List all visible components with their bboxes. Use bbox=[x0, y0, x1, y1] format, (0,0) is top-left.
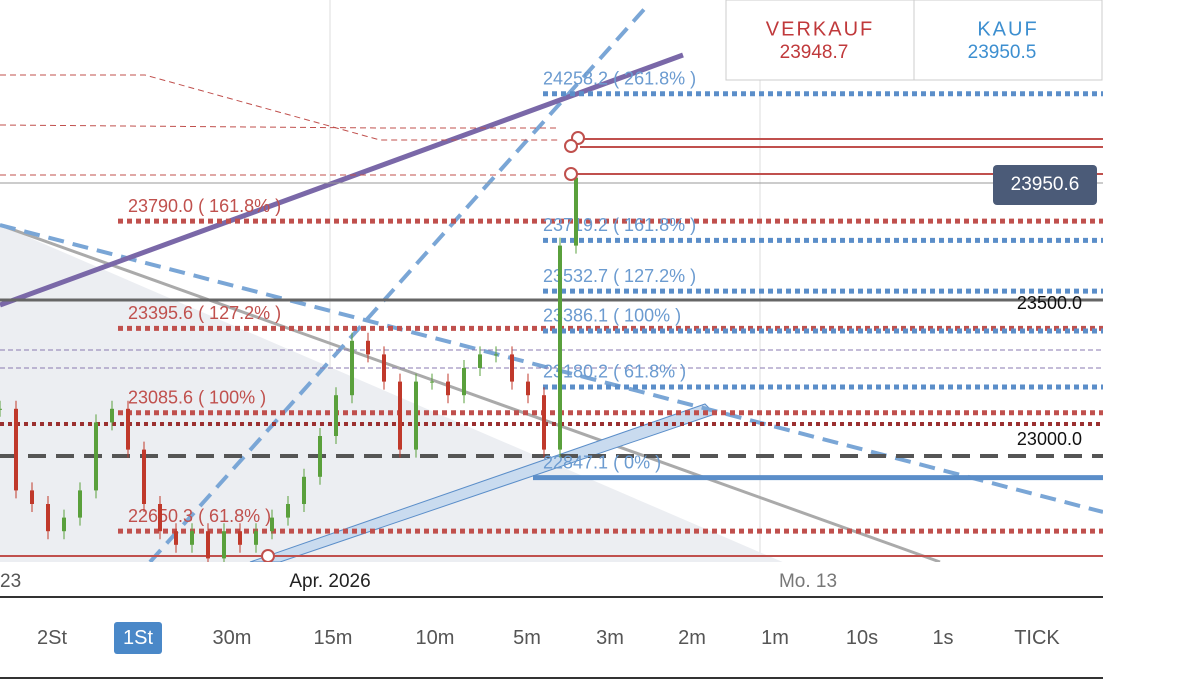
fib-label: 23790.0 ( 161.8% ) bbox=[128, 196, 281, 216]
candle bbox=[414, 381, 418, 450]
buy-price[interactable]: 23950.5 bbox=[968, 42, 1037, 63]
candle bbox=[30, 490, 34, 504]
fib-label: 24258.2 ( 261.8% ) bbox=[543, 69, 696, 89]
candle bbox=[462, 368, 466, 396]
timeframe-button[interactable]: 2St bbox=[36, 627, 68, 649]
candle bbox=[158, 504, 162, 532]
timeframe-button[interactable]: 1m bbox=[761, 627, 789, 649]
candle bbox=[366, 340, 370, 355]
fib-label: 23180.2 ( 61.8% ) bbox=[543, 362, 686, 382]
sell-price[interactable]: 23948.7 bbox=[780, 42, 849, 63]
marker bbox=[564, 139, 578, 153]
candle bbox=[542, 395, 546, 450]
candle bbox=[62, 517, 66, 532]
trendline bbox=[0, 223, 1103, 514]
divider bbox=[0, 677, 1103, 679]
price-label: 23500.0 bbox=[1017, 293, 1082, 313]
timeframe-button[interactable]: 10s bbox=[845, 627, 879, 649]
time-axis bbox=[0, 562, 1103, 600]
time-label: Apr. 2026 bbox=[289, 571, 370, 592]
time-label: 23 bbox=[0, 571, 21, 592]
timeframe-button[interactable]: 1s bbox=[932, 627, 954, 649]
candle bbox=[14, 408, 18, 491]
fib-label: 23532.7 ( 127.2% ) bbox=[543, 266, 696, 286]
candle bbox=[478, 354, 482, 368]
candle bbox=[558, 245, 562, 450]
marker bbox=[261, 549, 275, 563]
candle bbox=[350, 340, 354, 396]
candle bbox=[446, 381, 450, 396]
candle bbox=[398, 381, 402, 450]
buy-label[interactable]: KAUF bbox=[977, 18, 1038, 40]
candle bbox=[94, 422, 98, 491]
timeframe-button[interactable]: 2m bbox=[678, 627, 706, 649]
candle bbox=[334, 395, 338, 436]
candle bbox=[302, 476, 306, 504]
candle bbox=[190, 531, 194, 545]
fib-label: 23395.6 ( 127.2% ) bbox=[128, 303, 281, 323]
candle bbox=[526, 381, 530, 396]
fib-label: 22650.3 ( 61.8% ) bbox=[128, 506, 271, 526]
timeframe-button[interactable]: 30m bbox=[212, 627, 252, 649]
timeframe-button[interactable]: 10m bbox=[415, 627, 455, 649]
candle bbox=[126, 408, 130, 450]
candle bbox=[110, 408, 114, 423]
candle bbox=[318, 436, 322, 477]
fib-label: 23085.6 ( 100% ) bbox=[128, 387, 266, 407]
fib-label: 23719.2 ( 161.8% ) bbox=[543, 215, 696, 235]
trendline bbox=[0, 223, 941, 564]
candle bbox=[0, 408, 2, 410]
candle bbox=[222, 531, 226, 559]
chart: 23790.0 ( 161.8% ) 23395.6 ( 127.2% ) 2308… bbox=[0, 0, 1103, 600]
candle bbox=[270, 517, 274, 532]
price-tag-text: 23950.6 bbox=[1011, 174, 1080, 195]
level-line bbox=[0, 74, 560, 141]
candle bbox=[494, 354, 498, 356]
timeframe-button[interactable]: 1St bbox=[114, 622, 162, 654]
candle bbox=[430, 381, 434, 383]
candle bbox=[46, 504, 50, 532]
timeframe-button[interactable]: TICK bbox=[1014, 627, 1060, 649]
candle bbox=[382, 354, 386, 382]
timeframe-button[interactable]: 5m bbox=[513, 627, 541, 649]
candle bbox=[78, 490, 82, 518]
candle bbox=[574, 177, 578, 246]
trendline bbox=[0, 52, 684, 308]
timeframe-button[interactable]: 15m bbox=[313, 627, 353, 649]
fib-label: 23386.1 ( 100% ) bbox=[543, 306, 681, 326]
price-tag bbox=[993, 165, 1097, 205]
candle bbox=[142, 449, 146, 504]
candle bbox=[174, 531, 178, 545]
candle bbox=[286, 504, 290, 518]
fib-label: 22847.1 ( 0% ) bbox=[543, 452, 661, 472]
shaded-area bbox=[0, 225, 1103, 600]
candle bbox=[206, 531, 210, 559]
candle bbox=[238, 531, 242, 545]
marker bbox=[564, 167, 578, 181]
time-label: Mo. 13 bbox=[779, 571, 837, 592]
level-line bbox=[0, 124, 560, 129]
sell-label[interactable]: VERKAUF bbox=[766, 18, 874, 40]
timeframe-button[interactable]: 3m bbox=[596, 627, 624, 649]
price-label: 23000.0 bbox=[1017, 429, 1082, 449]
candle bbox=[510, 354, 514, 382]
candle bbox=[254, 531, 258, 545]
